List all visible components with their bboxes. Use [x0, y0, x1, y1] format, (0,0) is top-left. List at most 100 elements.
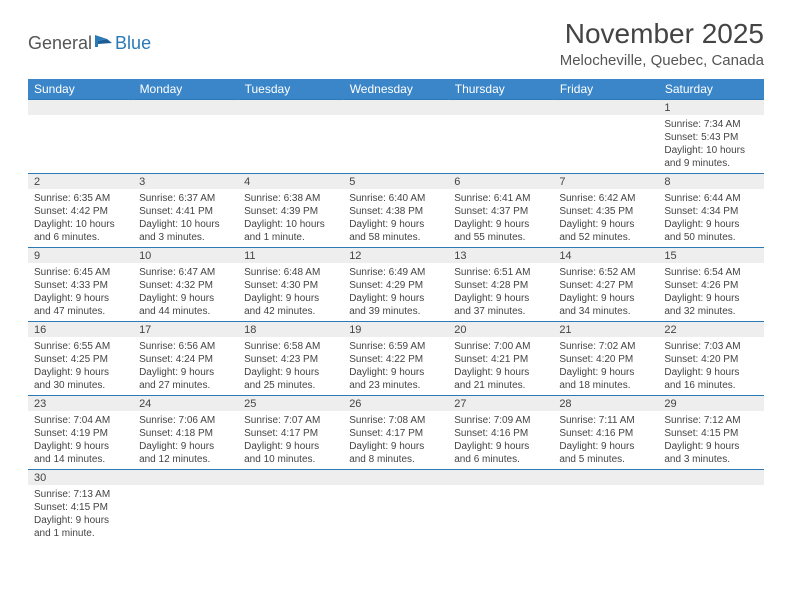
- sunset-text: Sunset: 5:43 PM: [664, 131, 757, 144]
- day-body: [28, 116, 133, 120]
- sunrise-text: Sunrise: 7:13 AM: [34, 488, 127, 501]
- sunrise-text: Sunrise: 6:48 AM: [244, 266, 337, 279]
- day-number: 2: [28, 174, 133, 189]
- sunrise-text: Sunrise: 6:42 AM: [559, 192, 652, 205]
- day-body: Sunrise: 7:04 AMSunset: 4:19 PMDaylight:…: [28, 412, 133, 468]
- sunrise-text: Sunrise: 7:12 AM: [664, 414, 757, 427]
- sunrise-text: Sunrise: 7:00 AM: [454, 340, 547, 353]
- sunset-text: Sunset: 4:30 PM: [244, 279, 337, 292]
- day-body: Sunrise: 6:54 AMSunset: 4:26 PMDaylight:…: [658, 264, 763, 320]
- sunset-text: Sunset: 4:15 PM: [664, 427, 757, 440]
- weekday-header: Thursday: [448, 79, 553, 100]
- daylight-text: Daylight: 9 hours and 6 minutes.: [454, 440, 547, 466]
- day-body: Sunrise: 6:48 AMSunset: 4:30 PMDaylight:…: [238, 264, 343, 320]
- daylight-text: Daylight: 9 hours and 8 minutes.: [349, 440, 442, 466]
- sunrise-text: Sunrise: 7:02 AM: [559, 340, 652, 353]
- sunset-text: Sunset: 4:21 PM: [454, 353, 547, 366]
- page-title: November 2025: [560, 18, 764, 50]
- calendar-week-numrow: 16171819202122: [28, 322, 764, 338]
- day-number: [658, 470, 763, 485]
- day-body: Sunrise: 6:40 AMSunset: 4:38 PMDaylight:…: [343, 190, 448, 246]
- day-body: [238, 116, 343, 120]
- daylight-text: Daylight: 9 hours and 37 minutes.: [454, 292, 547, 318]
- sunrise-text: Sunrise: 6:55 AM: [34, 340, 127, 353]
- sunrise-text: Sunrise: 6:52 AM: [559, 266, 652, 279]
- day-body: Sunrise: 6:44 AMSunset: 4:34 PMDaylight:…: [658, 190, 763, 246]
- day-number: 11: [238, 248, 343, 263]
- day-number: 17: [133, 322, 238, 337]
- calendar-week-bodyrow: Sunrise: 6:35 AMSunset: 4:42 PMDaylight:…: [28, 190, 764, 248]
- day-body: Sunrise: 7:02 AMSunset: 4:20 PMDaylight:…: [553, 338, 658, 394]
- sunset-text: Sunset: 4:20 PM: [664, 353, 757, 366]
- day-body: Sunrise: 6:59 AMSunset: 4:22 PMDaylight:…: [343, 338, 448, 394]
- day-body: Sunrise: 7:06 AMSunset: 4:18 PMDaylight:…: [133, 412, 238, 468]
- day-number: 9: [28, 248, 133, 263]
- day-number: [448, 470, 553, 485]
- day-body: Sunrise: 7:00 AMSunset: 4:21 PMDaylight:…: [448, 338, 553, 394]
- day-number: 6: [448, 174, 553, 189]
- calendar-week-numrow: 2345678: [28, 174, 764, 190]
- day-body: [133, 486, 238, 490]
- day-number: 3: [133, 174, 238, 189]
- sunrise-text: Sunrise: 6:40 AM: [349, 192, 442, 205]
- sunset-text: Sunset: 4:24 PM: [139, 353, 232, 366]
- weekday-header: Monday: [133, 79, 238, 100]
- calendar-page: General Blue November 2025 Melocheville,…: [0, 0, 792, 544]
- sunset-text: Sunset: 4:17 PM: [244, 427, 337, 440]
- day-body: Sunrise: 6:37 AMSunset: 4:41 PMDaylight:…: [133, 190, 238, 246]
- day-body: Sunrise: 6:49 AMSunset: 4:29 PMDaylight:…: [343, 264, 448, 320]
- day-number: 10: [133, 248, 238, 263]
- day-number: [238, 470, 343, 485]
- day-number: 19: [343, 322, 448, 337]
- sunset-text: Sunset: 4:35 PM: [559, 205, 652, 218]
- sunset-text: Sunset: 4:26 PM: [664, 279, 757, 292]
- sunrise-text: Sunrise: 6:56 AM: [139, 340, 232, 353]
- day-number: 28: [553, 396, 658, 411]
- day-body: Sunrise: 6:56 AMSunset: 4:24 PMDaylight:…: [133, 338, 238, 394]
- day-number: [553, 100, 658, 115]
- daylight-text: Daylight: 9 hours and 10 minutes.: [244, 440, 337, 466]
- sunrise-text: Sunrise: 6:58 AM: [244, 340, 337, 353]
- header: General Blue November 2025 Melocheville,…: [28, 18, 764, 69]
- day-number: 12: [343, 248, 448, 263]
- sunset-text: Sunset: 4:25 PM: [34, 353, 127, 366]
- sunset-text: Sunset: 4:23 PM: [244, 353, 337, 366]
- flag-icon: [94, 33, 114, 54]
- daylight-text: Daylight: 9 hours and 44 minutes.: [139, 292, 232, 318]
- day-number: 13: [448, 248, 553, 263]
- calendar-week-numrow: 9101112131415: [28, 248, 764, 264]
- daylight-text: Daylight: 10 hours and 9 minutes.: [664, 144, 757, 170]
- calendar-week-bodyrow: Sunrise: 6:55 AMSunset: 4:25 PM Daylight:…: [28, 338, 764, 396]
- day-body: Sunrise: 7:09 AMSunset: 4:16 PMDaylight:…: [448, 412, 553, 468]
- weekday-header: Friday: [553, 79, 658, 100]
- day-number: 23: [28, 396, 133, 411]
- daylight-text: Daylight: 9 hours and 1 minute.: [34, 514, 127, 540]
- sunset-text: Sunset: 4:37 PM: [454, 205, 547, 218]
- title-block: November 2025 Melocheville, Quebec, Cana…: [560, 18, 764, 69]
- day-number: 5: [343, 174, 448, 189]
- daylight-text: Daylight: 9 hours and 25 minutes.: [244, 366, 337, 392]
- day-body: Sunrise: 6:42 AMSunset: 4:35 PMDaylight:…: [553, 190, 658, 246]
- day-number: 7: [553, 174, 658, 189]
- sunset-text: Sunset: 4:17 PM: [349, 427, 442, 440]
- daylight-text: Daylight: 9 hours and 50 minutes.: [664, 218, 757, 244]
- daylight-text: Daylight: 9 hours and 18 minutes.: [559, 366, 652, 392]
- sunrise-text: Sunrise: 7:07 AM: [244, 414, 337, 427]
- day-body: [343, 486, 448, 490]
- location-text: Melocheville, Quebec, Canada: [560, 52, 764, 69]
- daylight-text: Daylight: 9 hours and 58 minutes.: [349, 218, 442, 244]
- calendar-week-bodyrow: Sunrise: 7:34 AMSunset: 5:43 PMDaylight:…: [28, 116, 764, 174]
- sunrise-text: Sunrise: 6:59 AM: [349, 340, 442, 353]
- day-number: 30: [28, 470, 133, 485]
- day-number: 27: [448, 396, 553, 411]
- sunset-text: Sunset: 4:16 PM: [559, 427, 652, 440]
- day-number: [343, 470, 448, 485]
- day-number: 16: [28, 322, 133, 337]
- sunset-text: Sunset: 4:42 PM: [34, 205, 127, 218]
- daylight-text: Daylight: 9 hours and 52 minutes.: [559, 218, 652, 244]
- day-number: 26: [343, 396, 448, 411]
- daylight-text: Daylight: 9 hours and 3 minutes.: [664, 440, 757, 466]
- day-number: 8: [658, 174, 763, 189]
- day-number: [133, 100, 238, 115]
- weekday-header: Sunday: [28, 79, 133, 100]
